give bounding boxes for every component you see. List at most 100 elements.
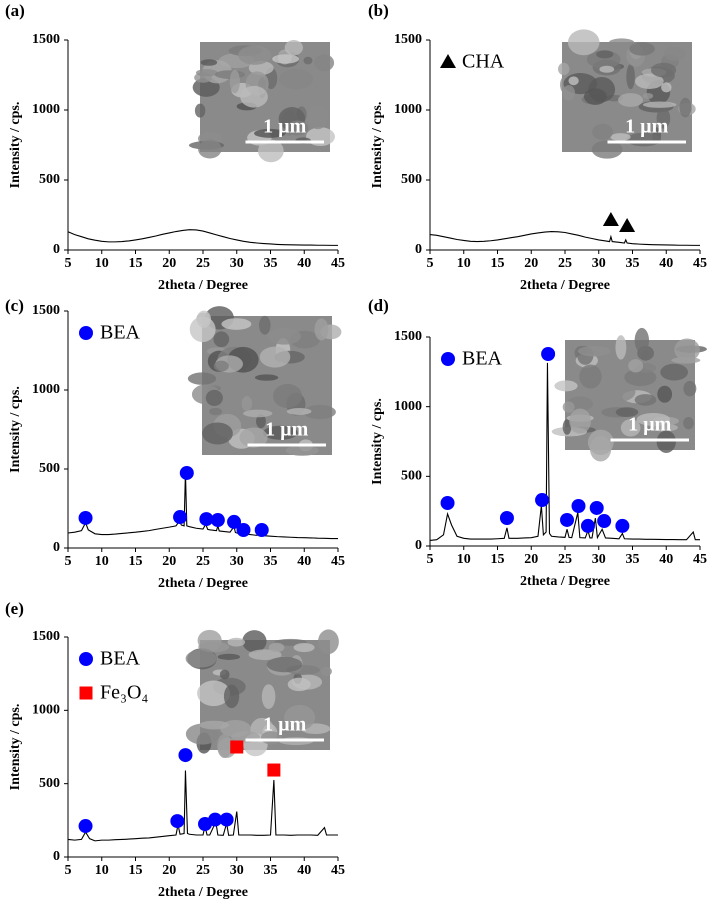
x-tick-label: 25 [196,256,210,271]
marker-triangle [619,218,636,233]
legend-label: Fe₃O₄ [100,682,148,704]
sem-texture [558,62,570,76]
sem-texture [213,331,230,348]
x-tick-label: 5 [65,256,72,271]
sem-texture [187,372,217,385]
x-tick-label: 25 [558,256,572,271]
panel-label: (b) [368,1,389,20]
sem-texture [303,404,336,420]
y-axis-label: Intensity / cps. [370,102,385,189]
marker-circle [199,512,214,527]
sem-texture [254,128,286,138]
marker-circle [178,748,193,763]
sem-texture [263,425,298,440]
sem-texture [660,363,689,381]
sem-texture [285,445,319,456]
y-tick-label: 0 [53,242,60,257]
x-tick-label: 25 [196,863,210,878]
y-tick-label: 1000 [394,399,422,414]
y-tick-label: 1000 [32,382,60,397]
x-tick-label: 15 [129,863,143,878]
sem-texture [618,93,644,107]
sem-texture [279,68,314,90]
sem-texture [608,38,635,47]
sem-texture [583,88,607,105]
sem-texture [214,70,246,79]
sem-texture [189,316,216,343]
y-tick-label: 1500 [32,629,60,644]
sem-texture [284,704,316,731]
sem-texture [634,394,657,406]
x-tick-label: 30 [592,256,606,271]
marker-circle [615,518,630,533]
x-axis-label: 2theta / Degree [158,278,248,293]
y-tick-label: 500 [39,172,60,187]
marker-circle [170,814,185,829]
sem-texture [577,345,611,357]
marker-circle [78,819,93,834]
sem-texture [256,414,266,429]
y-tick-label: 500 [39,776,60,791]
sem-texture [567,29,600,56]
x-tick-label: 35 [626,552,640,567]
sem-texture [317,629,339,655]
y-axis-label: Intensity / cps. [8,704,23,791]
xrd-pattern [429,362,700,541]
sem-texture [661,82,672,93]
sem-texture [242,630,267,653]
x-tick-label: 5 [427,256,434,271]
scale-bar-label: 1 µm [263,714,307,736]
sem-texture [569,408,592,434]
marker-circle [78,510,93,525]
scale-bar-label: 1 µm [263,116,307,138]
sem-texture [307,103,329,130]
sem-texture [626,64,635,90]
sem-texture [629,42,655,56]
x-tick-label: 10 [95,256,109,271]
sem-texture [259,346,291,368]
panel-label: (a) [5,1,25,20]
marker-square [230,740,244,754]
marker-triangle [602,212,619,227]
sem-texture [239,427,268,448]
sem-texture [634,327,650,353]
sem-texture [303,56,313,65]
x-tick-label: 5 [65,863,72,878]
sem-texture [272,54,300,64]
marker-circle [173,510,188,525]
legend-label: CHA [462,51,505,73]
x-tick-label: 20 [524,256,538,271]
legend-marker [79,326,93,340]
marker-circle [541,346,556,361]
marker-circle [227,514,242,529]
y-tick-label: 1000 [32,102,60,117]
x-tick-label: 20 [162,554,176,569]
sem-texture [254,374,279,381]
sem-texture [642,101,677,108]
sem-texture [568,76,579,86]
y-tick-label: 1000 [32,703,60,718]
sem-texture [267,328,301,345]
x-tick-label: 15 [491,552,505,567]
marker-circle [440,495,455,510]
sem-texture [268,642,285,653]
y-tick-label: 1500 [32,303,60,318]
sem-texture [185,649,217,668]
sem-texture [195,69,218,77]
x-axis-label: 2theta / Degree [158,576,248,591]
x-tick-label: 25 [196,554,210,569]
panel-label: (e) [5,599,24,618]
sem-texture [620,419,641,437]
marker-circle [179,465,194,480]
x-tick-label: 40 [297,863,311,878]
sem-texture [273,383,303,409]
x-tick-label: 35 [264,863,278,878]
sem-texture [209,407,223,416]
x-axis-label: 2theta / Degree [520,574,610,589]
sem-texture [591,140,623,159]
xrd-pattern [429,230,700,246]
xrd-pattern [67,229,338,246]
panel-label: (d) [368,296,389,315]
y-tick-label: 0 [415,538,422,553]
x-tick-label: 20 [524,552,538,567]
